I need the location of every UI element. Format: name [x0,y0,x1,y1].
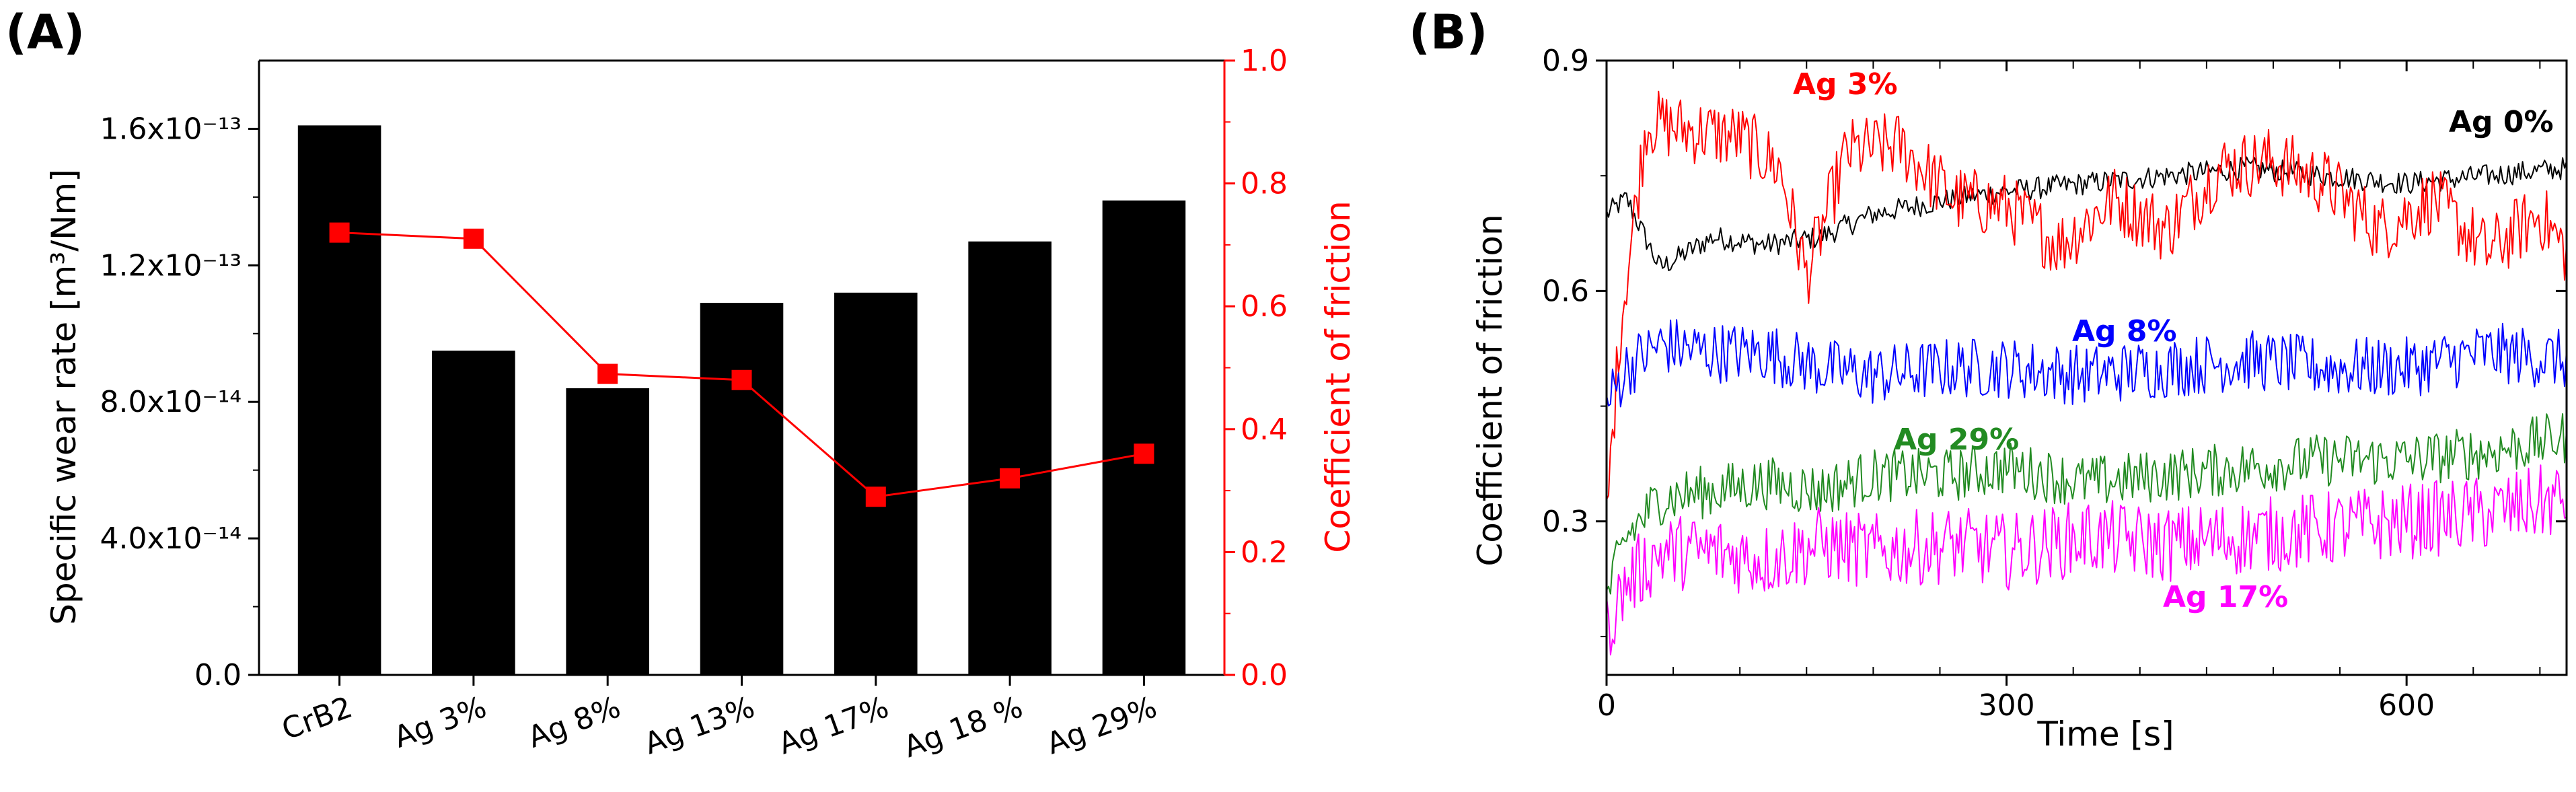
bar-ag-8 [566,388,649,675]
y-right-tick-label: 1.0 [1241,44,1288,78]
y-axis-title: Coefficient of friction [1471,214,1510,566]
lines-group [1606,90,2567,656]
panel-a-label: (A) [5,5,85,60]
cof-marker-ag-8 [597,363,618,384]
cof-marker-ag-3 [463,228,484,249]
series-label-ag-29: Ag 29% [1894,423,2019,457]
series-line-ag-0 [1606,156,2567,271]
y-axis-title-left: Specific wear rate [m³/Nm] [44,169,83,624]
y-tick-label: 0.6 [1542,274,1589,308]
bar-crb2 [297,125,381,676]
y-right-tick-label: 0.2 [1241,535,1288,569]
y-left-tick-label: 8.0x10⁻¹⁴ [100,385,242,419]
series-label-ag-8: Ag 8% [2072,314,2177,349]
y-right-tick-label: 0.4 [1241,412,1288,447]
cof-series-group [329,222,1154,507]
series-label-ag-0: Ag 0% [2449,105,2554,139]
series-line-ag-17 [1606,464,2567,656]
y-axis-title-right: Coefficient of friction [1319,201,1358,552]
bar-ag-29 [1102,200,1186,675]
bars-group [297,125,1186,676]
y-left-tick-label: 4.0x10⁻¹⁴ [100,521,242,556]
axes-b: 0.3 0.6 0.9 0 300 600 [1542,44,2568,723]
y-tick-label: 0.9 [1542,44,1589,78]
series-line-ag-29 [1606,413,2567,595]
cof-marker-ag-17 [865,487,886,507]
series-line-ag-3 [1606,90,2567,500]
x-tick-label-crb2: CrB2 [277,690,357,747]
x-tick-label-ag-17: Ag 17% [774,690,893,761]
x-tick-label-ag-13: Ag 13% [640,690,759,761]
bar-ag-13 [700,303,784,675]
bar-ag-17 [834,292,918,675]
x-axis-title: Time [s] [2036,715,2174,754]
x-tick-label: 600 [2378,688,2435,723]
y-tick-label: 0.3 [1542,505,1589,539]
x-tick-label-ag-29: Ag 29% [1042,690,1161,761]
bar-ag-18 [968,241,1052,676]
y-right-tick-label: 0.0 [1241,658,1288,692]
x-tick-label: 0 [1597,688,1616,723]
series-label-ag-17: Ag 17% [2163,580,2288,614]
panel-b-label: (B) [1409,5,1487,60]
y-right-tick-label: 0.8 [1241,167,1288,201]
series-line-ag-8 [1606,319,2567,408]
x-tick-label-ag-18: Ag 18 % [899,690,1027,764]
bar-ag-3 [432,351,515,675]
y-left-tick-label: 1.2x10⁻¹³ [100,248,242,283]
y-left-tick-label: 0.0 [194,658,242,692]
x-tick-label-ag-8: Ag 8% [523,690,625,754]
cof-marker-crb2 [329,222,350,243]
series-labels-group: Ag 0% Ag 3% Ag 8% Ag 29% Ag 17% [1793,67,2554,614]
cof-marker-ag-13 [731,369,752,390]
x-tick-label-ag-3: Ag 3% [390,690,491,754]
panel-a: (A) 0.0 4.0x10⁻¹⁴ 8.0x10⁻¹⁴ 1.2x10⁻¹³ 1.6x10… [5,5,1358,764]
y-left-tick-label: 1.6x10⁻¹³ [100,112,242,146]
cof-marker-ag-29 [1134,443,1154,464]
y-right-tick-label: 0.6 [1241,289,1288,324]
x-tick-label: 300 [1979,688,2035,723]
cof-marker-ag-18 [1000,468,1021,489]
panel-b: (B) 0.3 0.6 0.9 0 300 600 Ag 0% Ag 3% Ag 8% Ag 2… [1409,5,2568,754]
series-label-ag-3: Ag 3% [1793,67,1898,102]
plot-frame [1605,59,2568,676]
